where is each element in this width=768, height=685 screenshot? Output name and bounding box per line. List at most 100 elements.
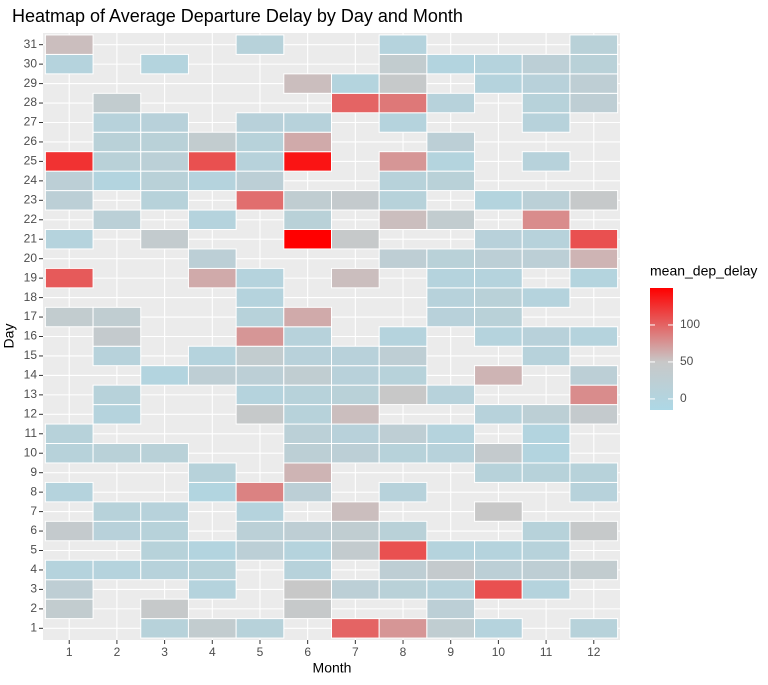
heatmap-cell [187,131,237,153]
heatmap-cell [426,151,476,172]
heatmap-cell [331,423,380,445]
heatmap-cell [378,34,428,55]
heatmap-cell [569,248,619,269]
y-tick-label: 21 [24,231,38,245]
heatmap-cell [283,520,333,542]
heatmap-cell [283,306,333,328]
heatmap-cell [92,345,142,367]
heatmap-cell [283,384,333,406]
heatmap-cell [235,501,285,522]
heatmap-cell [521,540,571,561]
heatmap-cell [426,423,476,445]
x-tick-label: 4 [209,645,216,659]
heatmap-cell [283,579,333,600]
heatmap-cell [521,462,571,483]
heatmap-cell [283,112,333,133]
heatmap-cell [426,384,476,406]
heatmap-cell [283,462,333,483]
heatmap-cell [331,520,380,542]
heatmap-cell [235,384,285,406]
heatmap-cell [426,579,476,600]
heatmap-cell [474,618,523,639]
heatmap-cell [235,131,285,153]
y-tick-label: 19 [24,270,38,284]
y-tick-label: 23 [24,192,38,206]
heatmap-cell [92,209,142,230]
heatmap-cell [92,384,142,406]
heatmap-cell [283,228,333,250]
y-axis-label: Day [1,324,17,349]
heatmap-cell [187,462,237,483]
heatmap-cell [426,131,476,153]
heatmap-cell [283,443,333,464]
heatmap-cell [140,540,189,561]
heatmap-cell [378,559,428,581]
heatmap-cell [426,267,476,289]
heatmap-cell [235,34,285,55]
legend-title: mean_dep_delay [650,263,757,279]
heatmap-cell [283,345,333,367]
heatmap-cell [92,443,142,464]
heatmap-cell [283,540,333,561]
x-tick-label: 1 [66,645,73,659]
heatmap-cell [378,209,428,230]
heatmap-cell [378,112,428,133]
heatmap-cell [187,481,237,503]
heatmap-cell [474,306,523,328]
heatmap-cell [474,462,523,483]
heatmap-cell [283,190,333,211]
y-tick-label: 2 [30,601,37,615]
heatmap-cell [283,598,333,620]
heatmap-cell [521,53,571,75]
heatmap-cell [140,520,189,542]
heatmap-cell [474,228,523,250]
heatmap-cell [235,404,285,425]
heatmap-cell [426,598,476,620]
y-tick-label: 12 [24,406,38,420]
heatmap-cell [92,559,142,581]
heatmap-cell [44,559,94,581]
heatmap-cell [235,326,285,347]
y-tick-label: 20 [24,251,38,265]
heatmap-cell [569,190,619,211]
heatmap-cell [521,559,571,581]
heatmap-cell [235,365,285,386]
y-tick-label: 3 [30,582,37,596]
heatmap-cell [283,326,333,347]
y-tick-label: 16 [24,329,38,343]
legend-tick-label: 100 [680,317,700,331]
heatmap-cell [331,345,380,367]
x-tick-label: 8 [400,645,407,659]
heatmap-cell [378,53,428,75]
heatmap-cell [92,131,142,153]
heatmap-cell [331,579,380,600]
heatmap-cell [569,559,619,581]
heatmap-cell [521,112,571,133]
heatmap-cell [235,618,285,639]
heatmap-cell [426,170,476,192]
heatmap-cell [187,267,237,289]
heatmap-cell [140,365,189,386]
heatmap-cell [187,209,237,230]
heatmap-cell [474,501,523,522]
heatmap-cell [569,618,619,639]
y-tick-label: 1 [30,620,37,634]
heatmap-cell [378,540,428,561]
heatmap-cell [44,170,94,192]
heatmap-cell [569,92,619,114]
x-tick-label: 7 [352,645,359,659]
heatmap-cell [521,228,571,250]
y-tick-label: 27 [24,115,38,129]
heatmap-cell [283,131,333,153]
y-tick-label: 8 [30,484,37,498]
heatmap-cell [44,306,94,328]
y-tick-label: 30 [24,56,38,70]
heatmap-cell [521,287,571,308]
heatmap-cell [426,92,476,114]
heatmap-cell [44,190,94,211]
heatmap-cell [521,92,571,114]
heatmap-cell [187,579,237,600]
heatmap-cell [378,365,428,386]
y-tick-label: 24 [24,173,38,187]
heatmap-cell [44,443,94,464]
